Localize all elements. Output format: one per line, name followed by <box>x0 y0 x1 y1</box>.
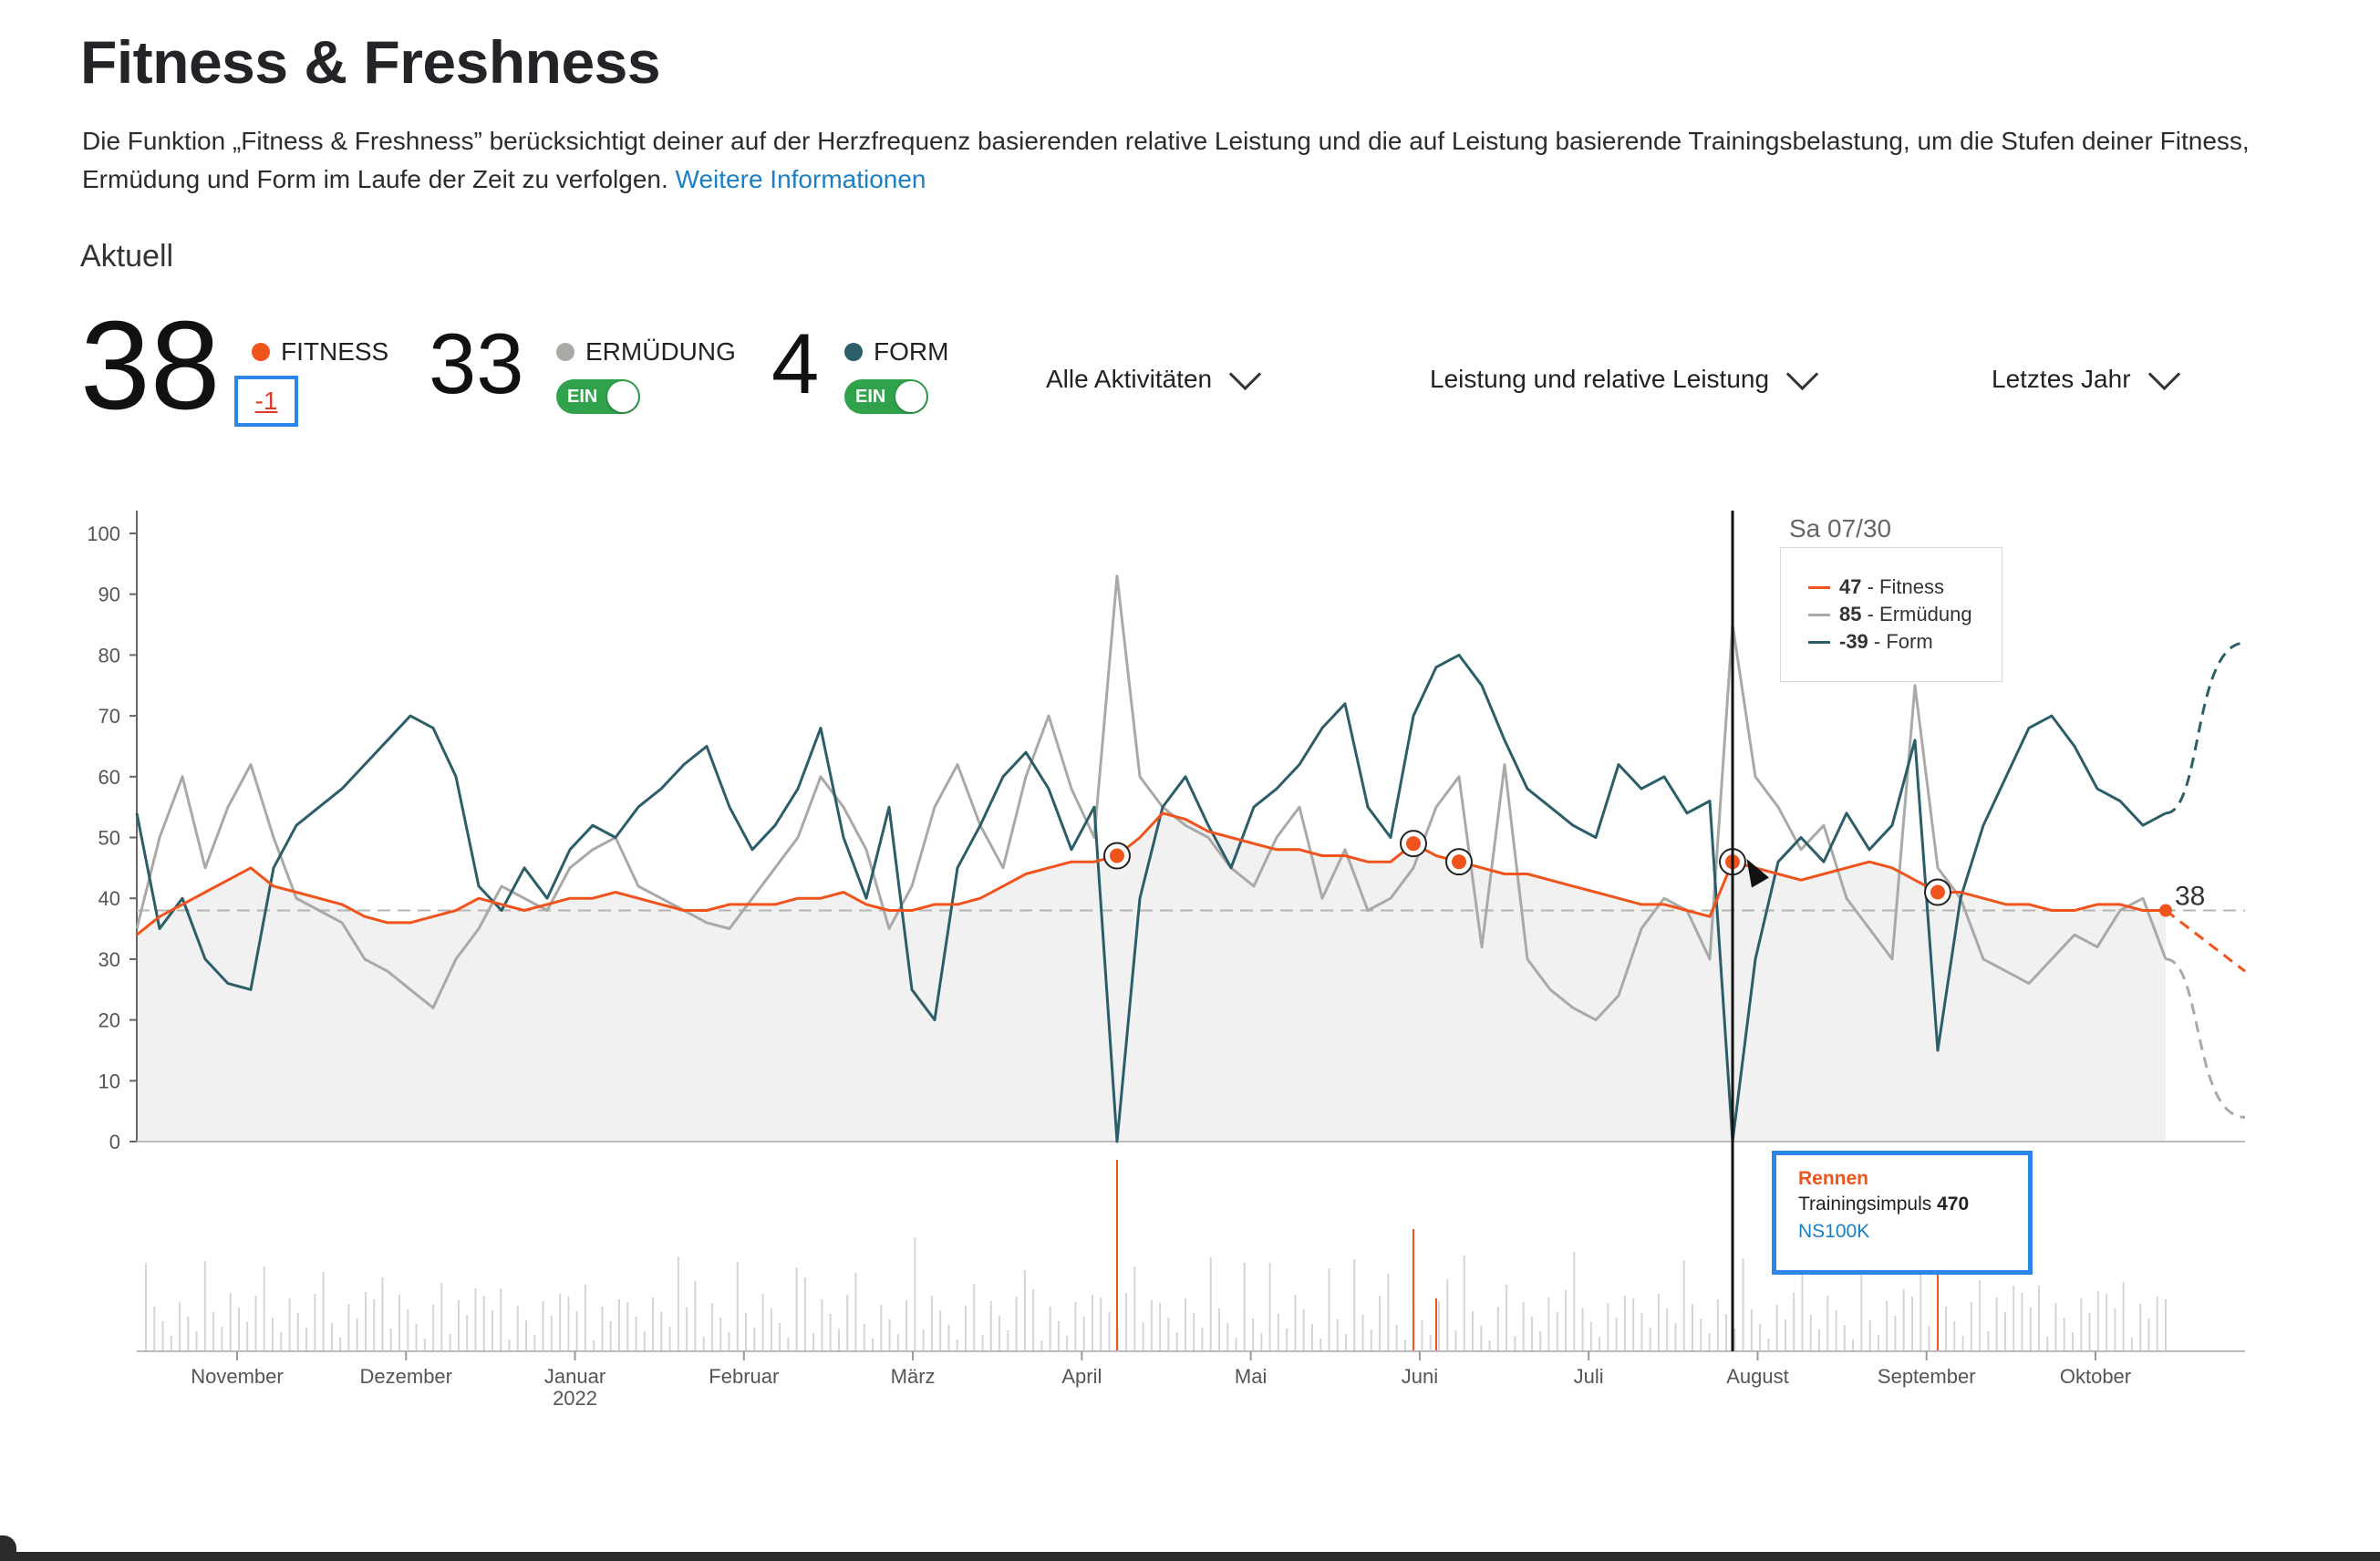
fitness-area-fill <box>137 812 2166 1142</box>
y-tick-label: 90 <box>98 584 120 606</box>
form-toggle-label: EIN <box>855 387 886 407</box>
fitness-chart[interactable]: 0 10 20 30 40 50 60 70 80 90 100 38 November Dezember… <box>0 0 2380 1459</box>
fatigue-value: 33 <box>429 315 524 411</box>
activity-tooltip: Rennen Trainingsimpuls 470 NS100K <box>1772 1151 2033 1275</box>
race-marker-dot <box>1930 884 1945 900</box>
tooltip-form-label: - Form <box>1873 630 1933 653</box>
x-tick-label: September <box>1878 1365 1976 1388</box>
activity-name-link[interactable]: NS100K <box>1798 1221 1870 1242</box>
x-tick-label: März <box>891 1365 936 1388</box>
form-line-icon <box>1808 640 1830 644</box>
tooltip-date: Sa 07/30 <box>1789 514 1892 543</box>
tooltip-row-fitness: 47 - Fitness <box>1808 575 1944 599</box>
y-tick-label: 80 <box>98 644 120 667</box>
fatigue-series-line <box>135 574 2168 1022</box>
window-bottom-edge <box>0 1552 2380 1561</box>
y-tick-label: 70 <box>98 705 120 728</box>
impulse-label: Trainingsimpuls <box>1798 1194 1932 1215</box>
form-value: 4 <box>771 315 820 411</box>
fitness-series-line <box>136 812 2166 936</box>
fitness-legend: FITNESS <box>252 337 388 367</box>
tooltip-row-form: -39 - Form <box>1808 630 1933 654</box>
form-dot-icon <box>844 343 863 361</box>
form-series-line <box>135 653 2167 1143</box>
y-tick-label: 100 <box>87 522 120 545</box>
description-text: Die Funktion „Fitness & Freshness” berüc… <box>82 127 2250 193</box>
tooltip-form-value: -39 <box>1839 630 1868 653</box>
current-fitness-marker <box>2159 904 2172 917</box>
form-toggle[interactable]: EIN <box>844 379 928 414</box>
tooltip-fitness-label: - Fitness <box>1867 575 1944 598</box>
chart-tooltip: 47 - Fitness 85 - Ermüdung -39 - Form <box>1780 547 2002 682</box>
form-legend: FORM <box>844 337 948 367</box>
y-tick-label: 0 <box>109 1131 120 1153</box>
y-tick-label: 20 <box>98 1009 120 1032</box>
fatigue-line-icon <box>1808 613 1830 616</box>
tooltip-fatigue-label: - Ermüdung <box>1867 603 1972 625</box>
fitness-dot-icon <box>252 343 270 361</box>
y-tick-label: 10 <box>98 1070 120 1092</box>
x-tick-label: Januar <box>544 1365 605 1388</box>
more-info-link[interactable]: Weitere Informationen <box>675 165 926 193</box>
fatigue-forecast-line <box>2165 957 2246 1119</box>
toggle-knob <box>895 381 926 412</box>
period-filter-dropdown[interactable]: Letztes Jahr <box>1992 357 2180 394</box>
x-tick-label: Dezember <box>360 1365 452 1388</box>
activity-impulse: Trainingsimpuls 470 <box>1798 1194 1969 1215</box>
fatigue-toggle-label: EIN <box>567 387 598 407</box>
tooltip-fatigue-value: 85 <box>1839 603 1862 625</box>
fitness-label: FITNESS <box>281 337 389 366</box>
x-tick-label: August <box>1726 1365 1789 1388</box>
metric-filter-label: Leistung und relative Leistung <box>1430 365 1770 393</box>
y-tick-label: 50 <box>98 827 120 850</box>
fatigue-legend: ERMÜDUNG <box>556 337 736 367</box>
fatigue-toggle[interactable]: EIN <box>556 379 640 414</box>
race-marker-dot <box>1110 848 1124 863</box>
page-title: Fitness & Freshness <box>80 28 661 96</box>
activity-type: Rennen <box>1798 1168 1869 1189</box>
x-tick-label: Mai <box>1235 1365 1267 1388</box>
x-tick-sublabel: 2022 <box>553 1387 597 1410</box>
activity-filter-dropdown[interactable]: Alle Aktivitäten <box>1046 357 1262 394</box>
fatigue-label: ERMÜDUNG <box>585 337 736 366</box>
race-marker-dot <box>1452 854 1466 870</box>
section-current-label: Aktuell <box>80 239 174 274</box>
tooltip-row-fatigue: 85 - Ermüdung <box>1808 603 1972 626</box>
x-tick-label: November <box>191 1365 283 1388</box>
fitness-line-icon <box>1808 585 1830 589</box>
fitness-value: 38 <box>80 295 221 436</box>
metric-filter-dropdown[interactable]: Leistung und relative Leistung <box>1430 357 1819 394</box>
x-tick-label: Oktober <box>2060 1365 2131 1388</box>
tooltip-fitness-value: 47 <box>1839 575 1862 598</box>
x-tick-label: Juli <box>1574 1365 1604 1388</box>
fitness-forecast-line <box>2165 909 2246 973</box>
impulse-value: 470 <box>1937 1194 1970 1215</box>
race-marker-dot <box>1406 836 1421 852</box>
fitness-delta[interactable]: -1 <box>234 376 298 427</box>
form-forecast-line <box>2165 641 2246 815</box>
current-fitness-label: 38 <box>2175 882 2205 912</box>
period-filter-label: Letztes Jahr <box>1992 365 2131 393</box>
toggle-knob <box>607 381 638 412</box>
page-description: Die Funktion „Fitness & Freshness” berüc… <box>82 122 2289 199</box>
x-tick-label: April <box>1061 1365 1102 1388</box>
y-tick-label: 30 <box>98 948 120 971</box>
x-tick-label: Juni <box>1402 1365 1438 1388</box>
window-corner <box>0 1535 16 1561</box>
activity-filter-label: Alle Aktivitäten <box>1046 365 1213 393</box>
form-label: FORM <box>874 337 949 366</box>
y-tick-label: 40 <box>98 887 120 910</box>
x-tick-label: Februar <box>709 1365 779 1388</box>
fatigue-dot-icon <box>556 343 574 361</box>
y-tick-label: 60 <box>98 766 120 789</box>
